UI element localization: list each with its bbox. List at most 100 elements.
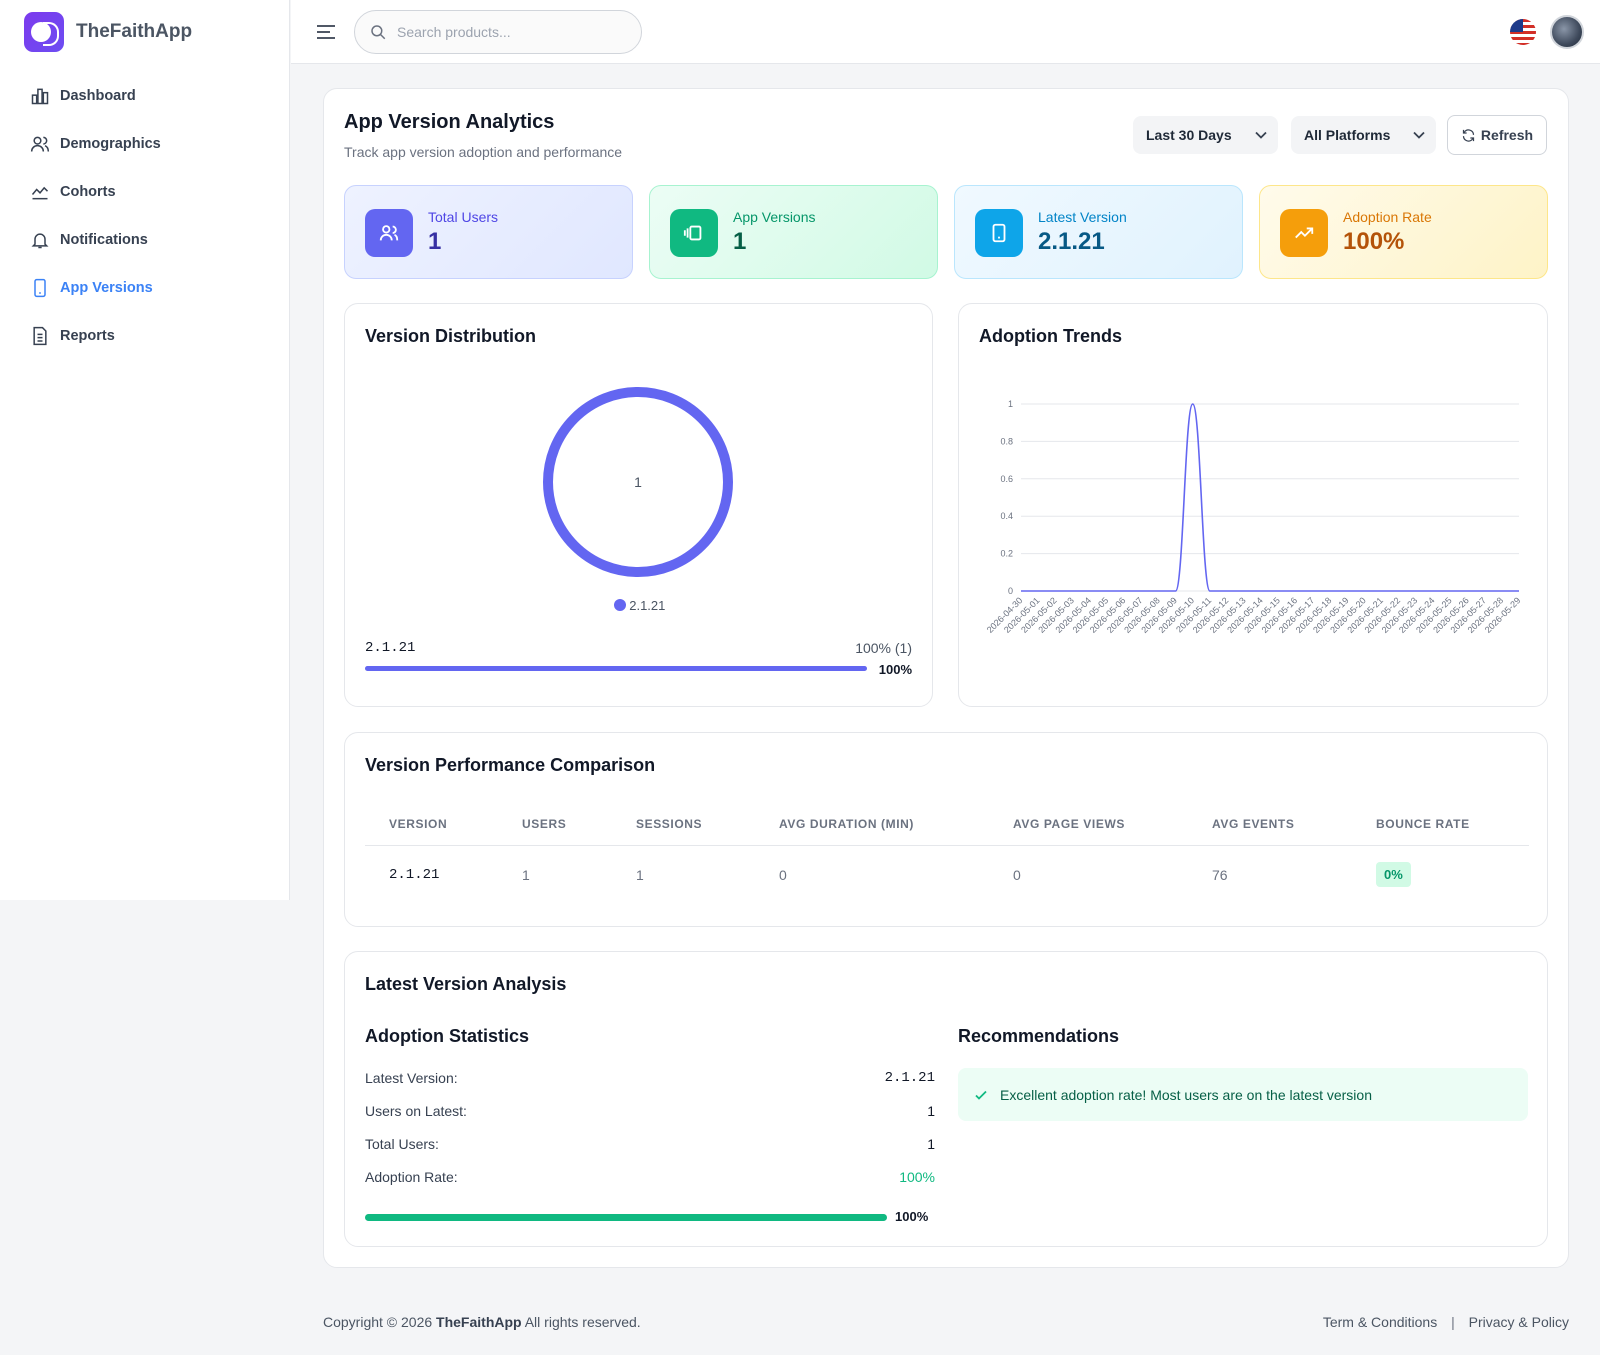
check-icon [975,1090,987,1100]
stat-row-label: Adoption Rate: [365,1169,458,1185]
brand[interactable]: TheFaithApp [0,0,289,64]
table-divider [365,845,1529,846]
us-flag-icon[interactable] [1510,19,1536,45]
bell-icon [31,233,49,249]
stat-row-value: 2.1.21 [884,1070,935,1086]
stat-card-app-versions: App Versions 1 [649,185,938,279]
cell-version: 2.1.21 [389,867,440,883]
stat-card-latest-version: Latest Version 2.1.21 [954,185,1243,279]
card-title: Latest Version Analysis [365,974,567,994]
sidebar: TheFaithApp Dashboard Demographics Cohor… [0,0,290,900]
donut-center-label: 1 [634,474,642,490]
chevron-down-icon [1413,131,1425,139]
footer-links: Term & Conditions | Privacy & Policy [1323,1314,1569,1330]
phone-icon [34,278,46,298]
adoption-trends-card: Adoption Trends 0 0.2 0.4 0.6 0.8 1 2026-04-30… [958,303,1548,707]
avatar[interactable] [1550,15,1584,49]
platform-select[interactable]: All Platforms [1291,116,1436,154]
column-header: AVG PAGE VIEWS [1013,817,1125,831]
card-title: Version Distribution [365,326,537,346]
stat-row-label: Users on Latest: [365,1103,467,1119]
stat-label: Adoption Rate [1343,209,1432,225]
stat-label: Total Users [428,209,499,225]
stat-value: 1 [428,228,442,255]
y-tick-label: 0.8 [1000,436,1013,446]
donut-legend: 2.1.21 [345,598,934,613]
recommendation-text: Excellent adoption rate! Most users are … [1000,1086,1372,1103]
sidebar-item-label: Notifications [60,232,148,248]
recommendation-alert: Excellent adoption rate! Most users are … [958,1068,1528,1121]
sidebar-nav: Dashboard Demographics Cohorts Notificat… [0,72,289,360]
footer: Copyright © 2026 TheFaithApp All rights … [323,1314,1569,1330]
stat-row-adoption-rate: Adoption Rate: 100% [365,1169,935,1185]
stat-value: 2.1.21 [1038,228,1105,255]
refresh-label: Refresh [1480,127,1534,143]
sidebar-item-app-versions[interactable]: App Versions [0,264,289,312]
stat-row-label: Latest Version: [365,1070,458,1086]
adoption-trends-chart: 00.20.40.60.812026-04-302026-05-012026-0… [985,399,1523,635]
topbar [291,0,1600,64]
stat-row-label: Total Users: [365,1136,439,1152]
donut-chart: 1 [543,387,733,577]
phone-icon [975,209,1023,257]
stat-card-total-users: Total Users 1 [344,185,633,279]
stat-value: 1 [733,228,747,255]
legend-label: 2.1.21 [629,598,666,613]
distribution-version: 2.1.21 [365,640,416,656]
stat-value: 100% [1343,228,1405,255]
search-input[interactable] [397,24,617,40]
card-title: Version Performance Comparison [365,755,656,775]
series-line[interactable] [1021,403,1519,592]
analysis-card: Latest Version Analysis Adoption Statist… [344,951,1548,1247]
sidebar-item-reports[interactable]: Reports [0,312,289,360]
bar-chart-icon [31,88,49,105]
versions-icon [670,209,718,257]
donut-slice[interactable] [543,387,733,577]
stat-row-value: 100% [899,1169,935,1185]
distribution-share: 100% (1) [855,640,912,656]
legend-dot [613,599,626,611]
users-icon [30,136,50,152]
column-header: VERSION [389,817,448,831]
document-icon [33,326,47,346]
sidebar-item-label: Demographics [60,136,161,152]
search-box [354,10,642,54]
column-header: USERS [522,817,567,831]
users-icon [365,209,413,257]
y-tick-label: 0.6 [1000,474,1013,484]
adoption-progress-fill [365,1214,887,1221]
footer-separator: | [1451,1314,1455,1330]
line-chart-icon [31,186,49,200]
brand-name: TheFaithApp [76,21,193,42]
privacy-link[interactable]: Privacy & Policy [1468,1314,1569,1330]
cell-avg-page-views: 0 [1013,867,1021,883]
trending-up-icon [1280,209,1328,257]
sidebar-item-cohorts[interactable]: Cohorts [0,168,289,216]
stat-row-latest-version: Latest Version: 2.1.21 [365,1070,935,1086]
adoption-progress [365,1214,887,1221]
copyright-text: Copyright © 2026 [323,1314,433,1330]
sidebar-item-label: Dashboard [60,88,136,104]
period-select-value: Last 30 Days [1146,127,1232,143]
page-subtitle: Track app version adoption and performan… [344,144,623,160]
period-select[interactable]: Last 30 Days [1133,116,1278,154]
sidebar-item-dashboard[interactable]: Dashboard [0,72,289,120]
stat-row-value: 1 [927,1136,935,1152]
sidebar-item-label: App Versions [60,280,153,296]
chevron-down-icon [1255,131,1267,139]
stat-row-users-on-latest: Users on Latest: 1 [365,1103,935,1119]
page-title: App Version Analytics [344,111,555,133]
y-tick-label: 1 [1008,399,1013,409]
menu-icon[interactable] [315,22,337,42]
search-icon [371,25,386,40]
distribution-progress-fill [365,666,867,671]
sidebar-item-notifications[interactable]: Notifications [0,216,289,264]
refresh-icon [1462,128,1475,142]
adoption-progress-label: 100% [895,1209,929,1224]
column-header: BOUNCE RATE [1376,817,1470,831]
sidebar-item-demographics[interactable]: Demographics [0,120,289,168]
refresh-button[interactable]: Refresh [1447,115,1547,155]
terms-link[interactable]: Term & Conditions [1322,1314,1438,1330]
stat-label: App Versions [733,209,816,225]
y-tick-label: 0.2 [1000,549,1013,559]
